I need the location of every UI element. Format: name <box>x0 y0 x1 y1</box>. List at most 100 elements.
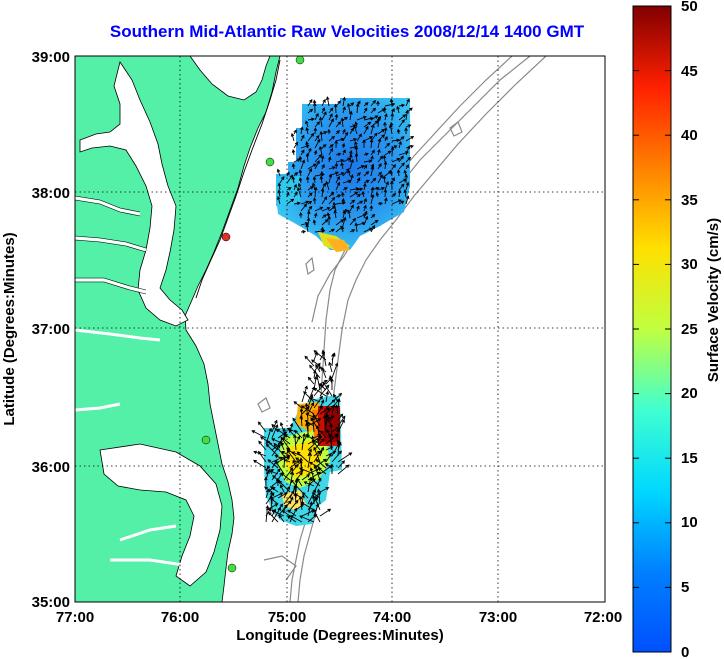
colorbar-ticks <box>633 5 671 653</box>
velocity-arrow <box>313 395 323 409</box>
velocity-arrow <box>291 149 296 156</box>
velocity-arrow <box>307 117 315 122</box>
velocity-arrow <box>315 458 327 469</box>
velocity-arrow <box>290 132 295 142</box>
velocity-arrow <box>314 154 323 163</box>
velocity-arrow <box>363 107 368 114</box>
velocity-arrow <box>391 192 397 198</box>
velocity-arrow <box>313 149 318 156</box>
velocity-arrow <box>301 433 306 451</box>
velocity-arrow <box>320 226 325 233</box>
velocity-arrow <box>349 102 355 107</box>
velocity-arrow <box>276 168 281 177</box>
velocity-arrow <box>335 175 340 184</box>
velocity-arrow <box>363 204 367 212</box>
velocity-arrow <box>330 377 334 391</box>
velocity-arrow <box>298 467 315 475</box>
velocity-arrow <box>289 515 303 523</box>
velocity-arrow <box>291 163 296 170</box>
velocity-arrow <box>327 128 331 135</box>
plot-frame <box>74 55 606 603</box>
velocity-arrow <box>305 434 321 445</box>
velocity-arrow <box>328 147 333 156</box>
velocity-arrow <box>269 486 279 493</box>
velocity-arrow <box>321 163 325 170</box>
velocity-arrow <box>328 107 334 114</box>
velocity-arrow <box>320 187 325 198</box>
velocity-arrow <box>376 100 380 107</box>
velocity-arrow <box>370 219 379 226</box>
velocity-arrow <box>356 200 364 205</box>
velocity-arrow <box>405 109 409 121</box>
velocity-arrow <box>398 136 405 142</box>
colorbar-tick-label: 50 <box>681 0 698 15</box>
velocity-arrow <box>307 438 321 451</box>
velocity-arrow <box>305 120 309 128</box>
colorbar-tick-label: 20 <box>681 385 698 402</box>
velocity-arrow <box>300 159 306 170</box>
velocity-arrow <box>384 113 388 121</box>
velocity-arrow <box>294 429 303 439</box>
velocity-arrow <box>305 152 310 163</box>
velocity-arrow <box>271 424 279 439</box>
velocity-arrow <box>328 228 335 233</box>
velocity-arrow <box>313 127 318 135</box>
velocity-arrow <box>328 113 333 121</box>
velocity-arrow <box>404 173 409 184</box>
velocity-arrow <box>375 191 380 198</box>
pamlico-sound <box>99 443 223 587</box>
velocity-arrow <box>370 115 379 121</box>
velocity-arrow <box>363 182 367 191</box>
velocity-arrow <box>363 197 367 205</box>
velocity-arrow <box>391 107 395 114</box>
velocity-arrow <box>314 160 320 170</box>
velocity-arrow <box>370 165 375 177</box>
velocity-arrows-north <box>276 96 415 234</box>
y-axis-label: Latitude (Degrees:Minutes) <box>1 232 18 425</box>
velocity-arrow <box>342 131 349 142</box>
velocity-arrow <box>356 165 365 170</box>
velocity-arrow <box>280 436 291 451</box>
velocity-arrow <box>286 427 297 433</box>
velocity-arrow <box>370 224 376 233</box>
velocity-arrow <box>363 227 373 233</box>
station-marker <box>201 435 211 445</box>
velocity-arrow <box>286 187 292 191</box>
velocity-arrow <box>257 421 267 433</box>
x-tick-labels: 77:00 76:00 75:00 74:00 73:00 72:00 <box>56 609 622 626</box>
velocity-arrow <box>370 155 374 163</box>
velocity-arrow <box>286 515 297 523</box>
velocity-arrow <box>306 217 311 226</box>
velocity-arrow <box>328 191 335 198</box>
velocity-arrow <box>312 176 317 184</box>
velocity-arrow <box>299 415 304 427</box>
velocity-arrow <box>342 210 346 219</box>
velocity-arrow <box>370 193 375 205</box>
velocity-arrow <box>349 153 353 163</box>
velocity-arrow <box>298 495 303 511</box>
velocity-arrow <box>347 209 351 219</box>
y-tick-labels: 39:00 38:00 37:00 36:00 35:00 <box>32 49 70 611</box>
velocity-arrow <box>307 186 314 191</box>
map-title: Southern Mid-Atlantic Raw Velocities 200… <box>109 22 585 41</box>
velocity-arrow <box>305 140 309 149</box>
velocity-arrow <box>327 156 332 163</box>
velocity-arrow <box>328 135 336 142</box>
velocity-arrow <box>314 121 321 128</box>
velocity-arrow <box>325 180 330 191</box>
velocity-arrow <box>328 166 336 170</box>
velocity-arrow <box>307 200 313 205</box>
velocity-arrow <box>335 130 341 135</box>
velocity-arrow <box>321 144 327 149</box>
velocity-arrow <box>314 134 320 142</box>
x-tick-label: 73:00 <box>479 609 517 626</box>
velocity-arrow <box>356 205 360 212</box>
velocity-arrow <box>318 116 323 128</box>
x-axis-label: Longitude (Degrees:Minutes) <box>236 627 444 644</box>
velocity-arrow <box>405 124 412 128</box>
velocity-arrow <box>332 201 337 212</box>
velocity-arrow <box>307 132 315 142</box>
velocity-arrow <box>337 464 350 475</box>
velocity-arrow <box>273 442 285 457</box>
velocity-arrow <box>363 116 374 121</box>
